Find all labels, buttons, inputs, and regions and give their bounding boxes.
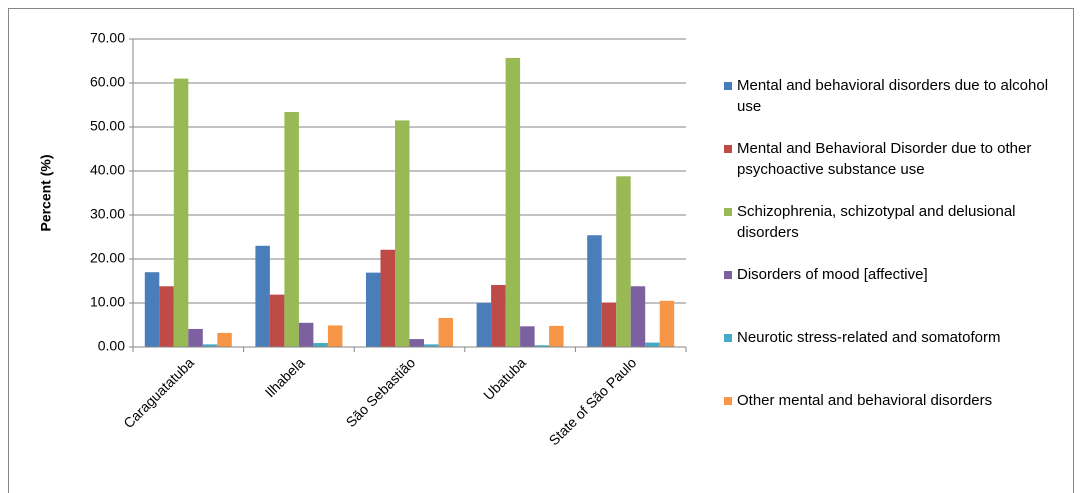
y-tick-label: 50.00 [90, 118, 125, 134]
bar [327, 325, 343, 347]
legend-label: Neurotic stress-related and somatoform [737, 329, 1001, 346]
bar [601, 302, 617, 347]
chart-border [8, 8, 1074, 493]
bar [284, 112, 299, 347]
legend-label: Other mental and behavioral disorders [737, 392, 993, 409]
legend-swatch [724, 82, 732, 90]
y-axis-label: Percent (%) [38, 154, 54, 231]
legend-label: Mental and behavioral disorders due to a… [737, 77, 1049, 115]
bar [520, 326, 535, 347]
legend-swatch [724, 397, 732, 405]
legend-label: Schizophrenia, schizotypal and delusiona… [737, 203, 1016, 241]
legend-swatch [724, 208, 732, 216]
y-tick-label: 20.00 [90, 250, 125, 266]
bar [424, 344, 439, 347]
x-tick-label: Caraguatatuba [120, 354, 197, 431]
x-tick-label: São Sebastião [343, 354, 419, 430]
legend-item: Mental and Behavioral Disorder due to ot… [724, 138, 1074, 180]
bar [534, 345, 550, 347]
bar [202, 344, 218, 347]
bar [409, 339, 424, 347]
bar [505, 57, 521, 348]
bar [549, 325, 564, 347]
bar [269, 294, 285, 347]
x-tick-label: Ilhabela [262, 354, 308, 400]
x-tick-label: State of São Paulo [546, 354, 640, 448]
bar [159, 286, 174, 347]
bar [313, 343, 328, 347]
bar [395, 120, 410, 348]
bar [645, 342, 660, 347]
y-tick-label: 60.00 [90, 74, 125, 90]
legend-item: Neurotic stress-related and somatoform [724, 327, 1074, 348]
legend-swatch [724, 334, 732, 342]
bar [616, 176, 631, 347]
bar [173, 78, 189, 347]
bar [476, 303, 492, 347]
legend-swatch [724, 271, 732, 279]
bar [366, 272, 381, 347]
legend-swatch [724, 145, 732, 153]
legend-item: Schizophrenia, schizotypal and delusiona… [724, 201, 1074, 243]
bar [298, 322, 314, 347]
x-tick-label: Ubatuba [480, 354, 529, 403]
y-tick-label: 0.00 [98, 338, 125, 354]
y-tick-label: 10.00 [90, 294, 125, 310]
bar [491, 284, 506, 347]
legend-item: Mental and behavioral disorders due to a… [724, 75, 1074, 117]
y-tick-label: 40.00 [90, 162, 125, 178]
y-tick-label: 70.00 [90, 30, 125, 46]
bar [217, 332, 232, 347]
bar [380, 249, 395, 347]
bar [255, 245, 270, 347]
bar [630, 286, 646, 347]
bar [188, 328, 203, 347]
y-tick-label: 30.00 [90, 206, 125, 222]
bar [587, 235, 602, 347]
bar [438, 317, 453, 347]
legend-label: Mental and Behavioral Disorder due to ot… [737, 140, 1032, 178]
legend-item: Other mental and behavioral disorders [724, 390, 1074, 411]
bar [659, 300, 675, 347]
legend-label: Disorders of mood [affective] [737, 266, 928, 283]
bar [144, 272, 160, 347]
legend-item: Disorders of mood [affective] [724, 264, 1074, 285]
